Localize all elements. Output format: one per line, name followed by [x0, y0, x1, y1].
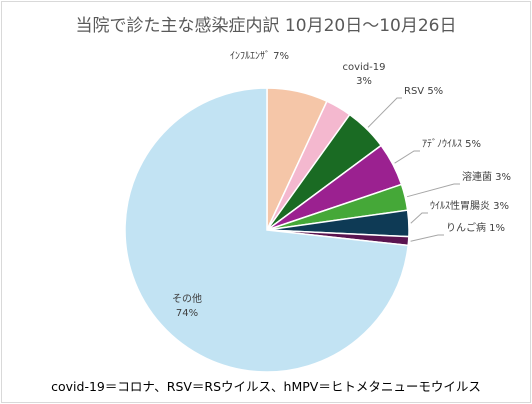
leader-line-2	[367, 97, 402, 128]
data-label-6: りんご病 1%	[446, 221, 505, 234]
abbreviation-footnote: covid-19＝コロナ、RSV＝RSウイルス、hMPV＝ヒトメタニューモウイル…	[51, 379, 481, 394]
chart-title: 当院で診た主な感染症内訳 10月20日～10月26日	[75, 16, 457, 36]
leader-line-5	[410, 212, 428, 224]
data-label-4: 溶連菌 3%	[462, 170, 511, 183]
data-label-2: RSV 5%	[404, 86, 443, 97]
data-label-1: covid-19 3%	[343, 62, 386, 87]
leader-line-6	[410, 234, 444, 242]
leader-line-4	[406, 183, 460, 198]
data-label-7: その他 74%	[172, 292, 202, 319]
data-label-3: ｱﾃﾞﾉｳｲﾙｽ 5%	[422, 138, 481, 150]
leader-line-3	[394, 150, 420, 164]
pie-chart: ｲﾝﾌﾙｴﾝｻﾞ 7% covid-19 3% RSV 5% ｱﾃﾞﾉｳｲﾙｽ 5% 溶連…	[124, 50, 511, 372]
pie-slice-slice-7	[124, 87, 409, 372]
data-label-5: ｳｲﾙｽ性胃腸炎 3%	[430, 199, 509, 212]
data-label-0: ｲﾝﾌﾙｴﾝｻﾞ 7%	[230, 50, 289, 62]
